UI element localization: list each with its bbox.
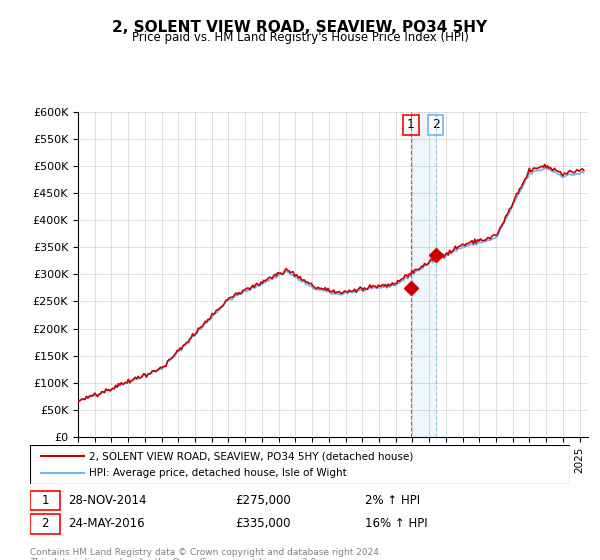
Text: 28-NOV-2014: 28-NOV-2014 [68,494,146,507]
Text: 16% ↑ HPI: 16% ↑ HPI [365,517,427,530]
Text: 24-MAY-2016: 24-MAY-2016 [68,517,145,530]
Text: 2, SOLENT VIEW ROAD, SEAVIEW, PO34 5HY (detached house): 2, SOLENT VIEW ROAD, SEAVIEW, PO34 5HY (… [89,451,414,461]
FancyBboxPatch shape [30,445,570,484]
Text: HPI: Average price, detached house, Isle of Wight: HPI: Average price, detached house, Isle… [89,468,347,478]
Text: 2, SOLENT VIEW ROAD, SEAVIEW, PO34 5HY: 2, SOLENT VIEW ROAD, SEAVIEW, PO34 5HY [112,20,488,35]
Text: Price paid vs. HM Land Registry's House Price Index (HPI): Price paid vs. HM Land Registry's House … [131,31,469,44]
Text: 1: 1 [41,494,49,507]
FancyBboxPatch shape [30,491,60,510]
Text: £275,000: £275,000 [235,494,291,507]
Text: £335,000: £335,000 [235,517,290,530]
Text: Contains HM Land Registry data © Crown copyright and database right 2024.
This d: Contains HM Land Registry data © Crown c… [30,548,382,560]
FancyBboxPatch shape [30,515,60,534]
Text: 1: 1 [407,119,415,132]
Text: 2% ↑ HPI: 2% ↑ HPI [365,494,420,507]
Text: 2: 2 [41,517,49,530]
Text: 2: 2 [432,119,440,132]
Bar [411,112,436,437]
